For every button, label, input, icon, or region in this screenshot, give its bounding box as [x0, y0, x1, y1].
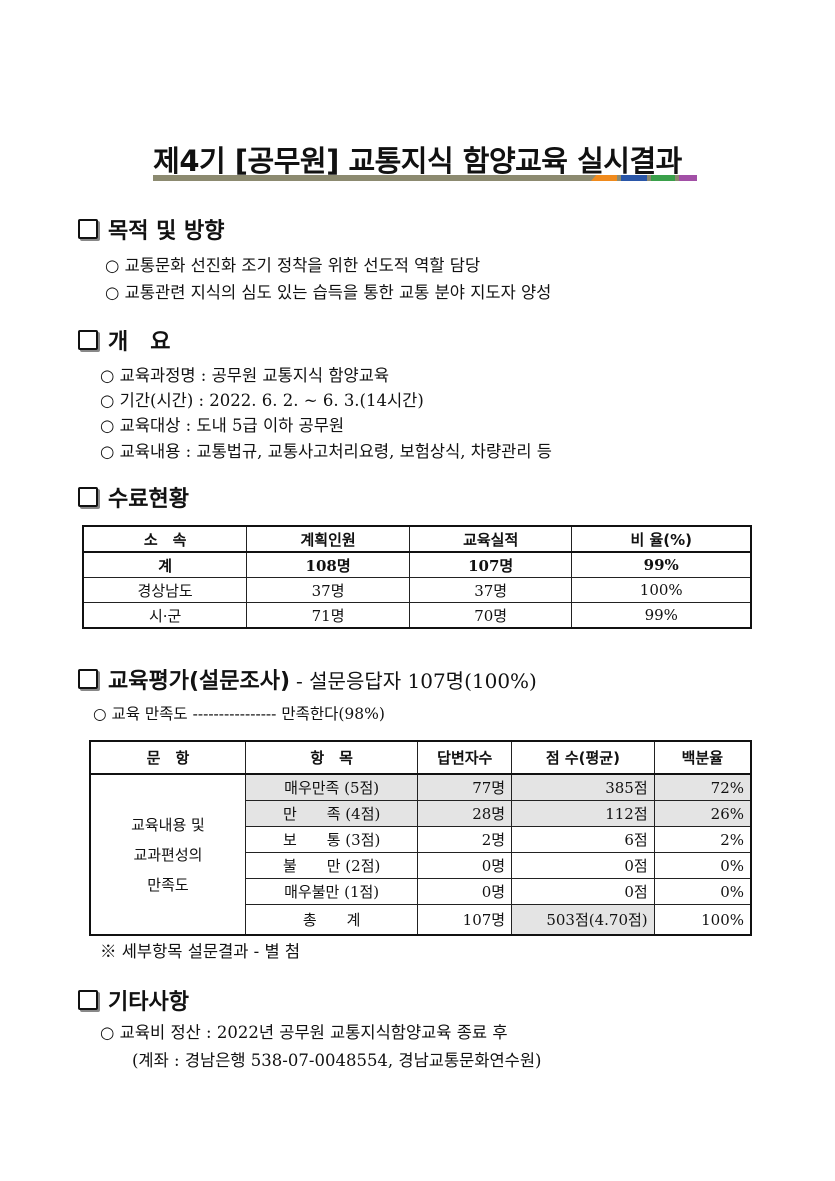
checkbox-icon	[78, 487, 98, 507]
col-header: 소 속	[82, 525, 248, 553]
table-row: 경상남도 37명 37명 100%	[82, 577, 752, 603]
checkbox-icon	[78, 330, 98, 350]
col-header: 점 수(평균)	[511, 740, 655, 775]
list-item: ○ 교육과정명 : 공무원 교통지식 함양교육	[100, 366, 390, 385]
section-purpose-heading: 목적 및 방향	[78, 213, 225, 245]
list-item: ○ 교육대상 : 도내 5급 이하 공무원	[100, 416, 345, 435]
table-row: 시·군 71명 70명 99%	[82, 602, 752, 629]
list-item: ○ 교육내용 : 교통법규, 교통사고처리요령, 보험상식, 차량관리 등	[100, 442, 552, 461]
col-header: 항 목	[244, 740, 419, 775]
col-header: 문 항	[89, 740, 246, 775]
question-cell: 교육내용 및 교과편성의 만족도	[89, 773, 246, 936]
checkbox-icon	[78, 669, 98, 689]
completion-table: 소 속 계획인원 교육실적 비 율(%) 계 108명 107명 99% 경상남도 37명 37…	[82, 525, 752, 629]
section-completion-heading: 수료현황	[78, 481, 189, 513]
list-item: ○ 교통관련 지식의 심도 있는 습득을 통한 교통 분야 지도자 양성	[105, 283, 552, 302]
checkbox-icon	[78, 990, 98, 1010]
list-item: ○ 기간(시간) : 2022. 6. 2. ~ 6. 3.(14시간)	[100, 391, 424, 410]
table-row-total: 총 계 107명 503점(4.70점) 100%	[90, 904, 752, 936]
col-header: 계획인원	[246, 525, 410, 553]
table-row: 보 통 (3점) 2명 6점 2%	[90, 826, 752, 853]
table-row: 불 만 (2점) 0명 0점 0%	[90, 852, 752, 879]
section-other-heading: 기타사항	[78, 984, 189, 1016]
section-overview-heading: 개 요	[78, 324, 170, 356]
checkbox-icon	[78, 219, 98, 239]
table-row: 교육내용 및 교과편성의 만족도 매우만족 (5점) 77명 385점 72%	[89, 773, 752, 936]
page-title: 제4기 [공무원] 교통지식 함양교육 실시결과	[153, 144, 682, 178]
section-evaluation-heading: 교육평가(설문조사) - 설문응답자 107명(100%)	[78, 663, 537, 695]
col-header: 답변자수	[417, 740, 513, 775]
title-underline	[153, 175, 697, 181]
col-header: 비 율(%)	[571, 525, 752, 553]
table-row: 계 108명 107명 99%	[82, 551, 752, 578]
list-item: (계좌 : 경남은행 538-07-0048554, 경남교통문화연수원)	[132, 1051, 542, 1070]
table-row: 매우불만 (1점) 0명 0점 0%	[90, 878, 752, 905]
list-item: ○ 교육 만족도 ---------------- 만족한다(98%)	[93, 705, 385, 723]
col-header: 백분율	[653, 740, 752, 775]
col-header: 교육실적	[408, 525, 573, 553]
table-row: 만 족 (4점) 28명 112점 26%	[90, 800, 752, 827]
list-item: ○ 교육비 정산 : 2022년 공무원 교통지식함양교육 종료 후	[100, 1023, 508, 1042]
list-item: ○ 교통문화 선진화 조기 정착을 위한 선도적 역할 담당	[105, 256, 481, 275]
note: ※ 세부항목 설문결과 - 별 첨	[100, 942, 301, 961]
